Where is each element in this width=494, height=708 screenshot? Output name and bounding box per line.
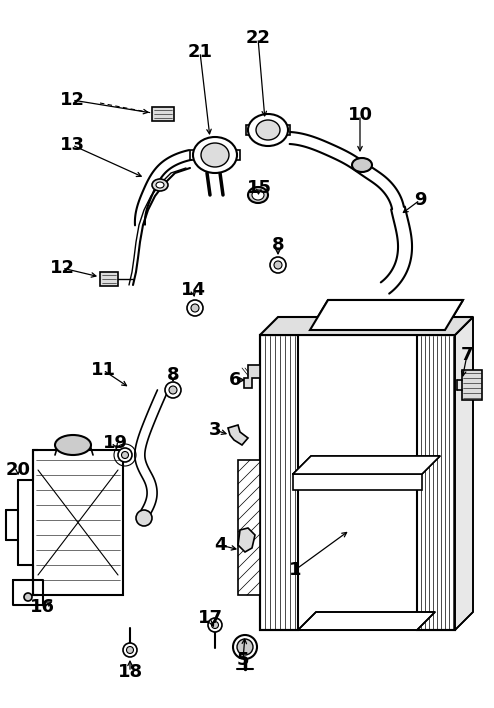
Polygon shape bbox=[310, 300, 463, 330]
Circle shape bbox=[123, 643, 137, 657]
Text: 16: 16 bbox=[30, 598, 54, 616]
Circle shape bbox=[126, 646, 133, 653]
Polygon shape bbox=[238, 528, 255, 552]
Text: 9: 9 bbox=[414, 191, 426, 209]
Polygon shape bbox=[260, 317, 473, 335]
Circle shape bbox=[208, 618, 222, 632]
Ellipse shape bbox=[352, 158, 372, 172]
Ellipse shape bbox=[248, 114, 288, 146]
Text: 2: 2 bbox=[369, 301, 381, 319]
Bar bbox=[293, 474, 422, 490]
Polygon shape bbox=[244, 365, 260, 388]
Text: 21: 21 bbox=[188, 43, 212, 61]
Circle shape bbox=[24, 593, 32, 601]
Circle shape bbox=[191, 304, 199, 312]
Text: 19: 19 bbox=[102, 434, 127, 452]
Circle shape bbox=[237, 639, 253, 655]
Text: 15: 15 bbox=[247, 179, 272, 197]
Bar bbox=[33, 450, 123, 595]
Bar bbox=[462, 370, 482, 400]
Polygon shape bbox=[298, 317, 435, 335]
Text: 6: 6 bbox=[229, 371, 241, 389]
Circle shape bbox=[136, 510, 152, 526]
Polygon shape bbox=[455, 317, 473, 630]
Text: 1: 1 bbox=[289, 561, 301, 579]
Ellipse shape bbox=[55, 435, 91, 455]
Bar bbox=[152, 107, 174, 121]
Polygon shape bbox=[293, 456, 440, 474]
Circle shape bbox=[211, 622, 218, 629]
Text: 4: 4 bbox=[214, 536, 226, 554]
Circle shape bbox=[233, 635, 257, 659]
Ellipse shape bbox=[201, 143, 229, 167]
Circle shape bbox=[270, 257, 286, 273]
Polygon shape bbox=[228, 425, 248, 445]
Ellipse shape bbox=[152, 179, 168, 191]
Circle shape bbox=[187, 300, 203, 316]
Bar bbox=[238, 460, 260, 595]
Text: 17: 17 bbox=[198, 609, 222, 627]
Text: 12: 12 bbox=[59, 91, 84, 109]
Circle shape bbox=[118, 448, 132, 462]
Bar bbox=[260, 335, 298, 630]
Text: 20: 20 bbox=[5, 461, 31, 479]
Ellipse shape bbox=[156, 182, 164, 188]
Text: 14: 14 bbox=[180, 281, 206, 299]
Text: 13: 13 bbox=[59, 136, 84, 154]
Ellipse shape bbox=[252, 190, 264, 200]
Bar bbox=[190, 150, 240, 160]
Text: 22: 22 bbox=[246, 29, 271, 47]
Text: 7: 7 bbox=[461, 346, 473, 364]
Text: 12: 12 bbox=[49, 259, 75, 277]
Bar bbox=[417, 335, 455, 630]
Text: 11: 11 bbox=[90, 361, 116, 379]
Circle shape bbox=[122, 452, 128, 459]
Text: 10: 10 bbox=[347, 106, 372, 124]
Text: 18: 18 bbox=[118, 663, 143, 681]
Circle shape bbox=[165, 382, 181, 398]
Circle shape bbox=[274, 261, 282, 269]
Text: 8: 8 bbox=[272, 236, 285, 254]
Polygon shape bbox=[298, 612, 435, 630]
Bar bbox=[260, 335, 455, 630]
Bar bbox=[100, 272, 118, 286]
Circle shape bbox=[169, 386, 177, 394]
Ellipse shape bbox=[256, 120, 280, 140]
Bar bbox=[246, 125, 290, 135]
Ellipse shape bbox=[248, 187, 268, 203]
Text: 8: 8 bbox=[166, 366, 179, 384]
Ellipse shape bbox=[193, 137, 237, 173]
Text: 5: 5 bbox=[237, 651, 249, 669]
Text: 3: 3 bbox=[209, 421, 221, 439]
